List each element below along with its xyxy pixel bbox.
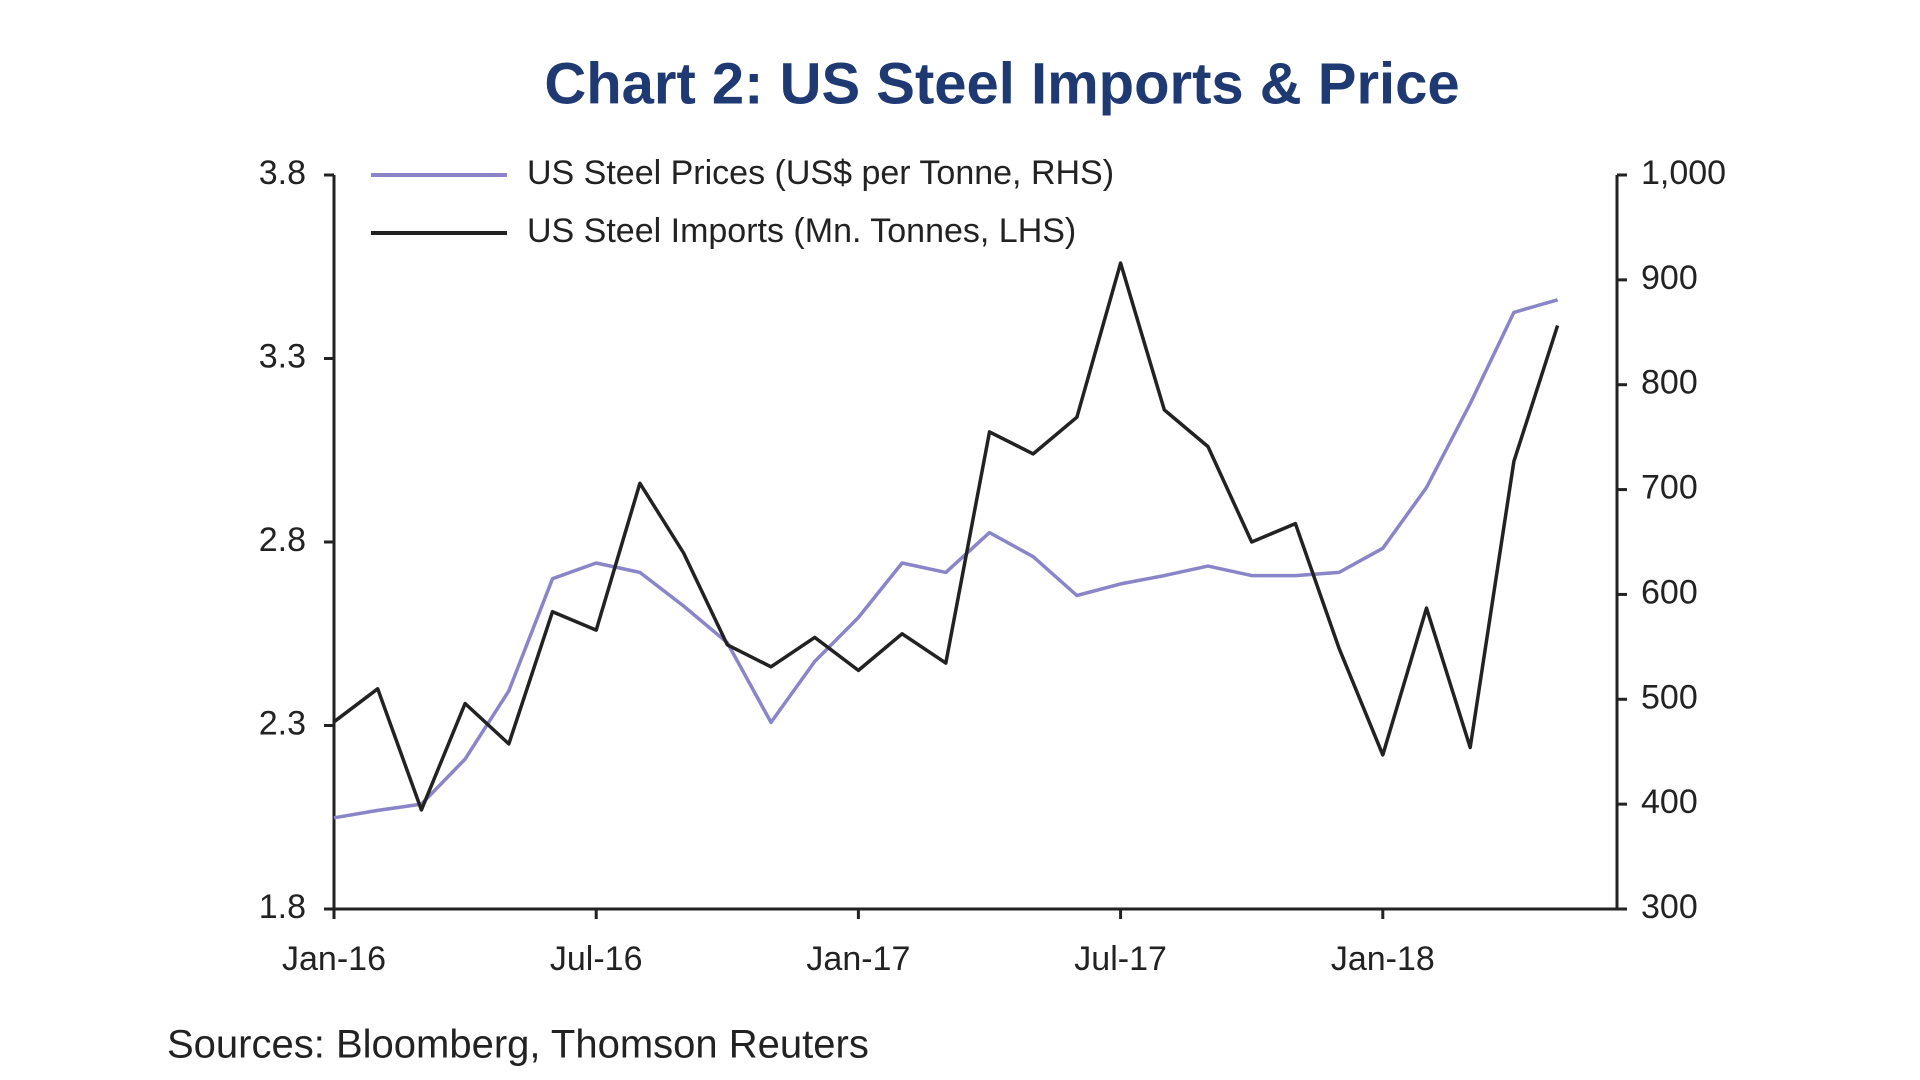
series-line bbox=[333, 298, 1559, 820]
x-tick-label: Jul-17 bbox=[1074, 940, 1167, 978]
y2-tick-label: 1,000 bbox=[1641, 154, 1726, 192]
y-tick-label: 3.3 bbox=[259, 337, 306, 375]
y2-tick-label: 800 bbox=[1641, 364, 1698, 402]
source-note: Sources: Bloomberg, Thomson Reuters bbox=[167, 1023, 869, 1067]
y2-tick-label: 500 bbox=[1641, 678, 1698, 716]
x-tick-label: Jul-16 bbox=[550, 940, 643, 978]
series-line bbox=[332, 261, 1560, 812]
y2-tick-label: 700 bbox=[1641, 469, 1698, 507]
x-tick-label: Jan-17 bbox=[806, 940, 910, 978]
legend-label: US Steel Prices (US$ per Tonne, RHS) bbox=[527, 154, 1114, 192]
legend-label: US Steel Imports (Mn. Tonnes, LHS) bbox=[527, 212, 1076, 250]
y2-tick-label: 900 bbox=[1641, 259, 1698, 297]
y-tick-label: 3.8 bbox=[259, 154, 306, 192]
y2-tick-label: 300 bbox=[1641, 888, 1698, 926]
y2-tick-label: 400 bbox=[1641, 783, 1698, 821]
x-tick-label: Jan-16 bbox=[282, 940, 386, 978]
x-tick-label: Jan-18 bbox=[1331, 940, 1435, 978]
y2-tick-label: 600 bbox=[1641, 573, 1698, 611]
y-tick-label: 2.8 bbox=[259, 521, 306, 559]
y-tick-label: 1.8 bbox=[259, 888, 306, 926]
chart-title: Chart 2: US Steel Imports & Price bbox=[544, 51, 1459, 116]
y-tick-label: 2.3 bbox=[259, 704, 306, 742]
